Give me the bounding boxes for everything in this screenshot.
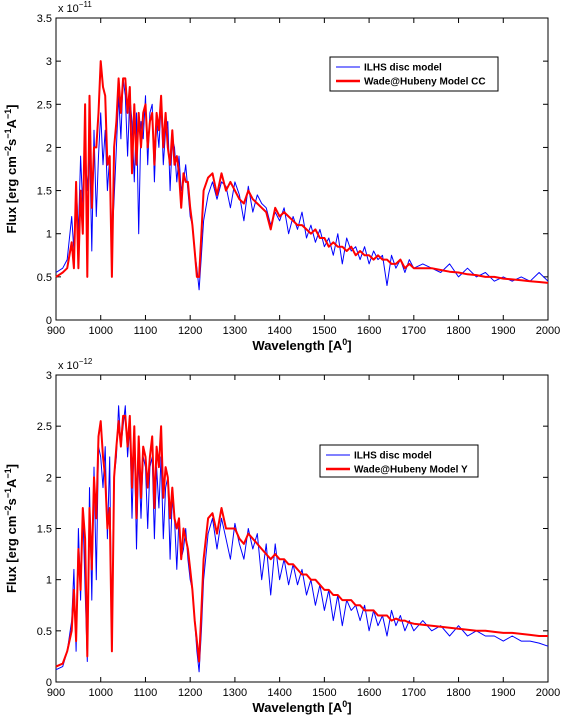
x-tick-label: 1600 bbox=[357, 687, 381, 699]
y-tick-label: 3.5 bbox=[37, 13, 52, 25]
x-tick-label: 1600 bbox=[357, 325, 381, 337]
bottom-spectrum-chart: 900 1000 1100 1200 1300 1400 1500 1600 1700 1800 1… bbox=[3, 357, 560, 715]
y-tick-label: 1 bbox=[46, 229, 52, 241]
x-tick-label: 1900 bbox=[491, 687, 515, 699]
series-line-wade-hubeny-model bbox=[55, 414, 548, 668]
y-tick-label: 0.5 bbox=[37, 626, 52, 638]
y-multiplier-label: x 10−12 bbox=[58, 357, 93, 372]
y-tick-label: 1 bbox=[46, 575, 52, 587]
legend-box bbox=[329, 56, 499, 92]
x-tick-label: 1300 bbox=[223, 325, 247, 337]
x-tick-label: 900 bbox=[47, 687, 65, 699]
top-spectrum-chart: 900 1000 1100 1200 1300 1400 1500 1600 1700 1800 1… bbox=[3, 0, 560, 353]
y-tick-label: 2.5 bbox=[37, 421, 52, 433]
x-tick-label: 1100 bbox=[134, 325, 158, 337]
x-tick-label: 1000 bbox=[88, 687, 112, 699]
x-tick-label: 1000 bbox=[88, 325, 112, 337]
legend-entry: Wade@Hubeny Model CC bbox=[364, 77, 486, 88]
y-tick-label: 3 bbox=[46, 56, 52, 68]
x-tick-label: 1700 bbox=[402, 325, 426, 337]
y-axis-label: Flux [erg cm−2s−1A−1] bbox=[3, 104, 19, 233]
x-tick-label: 1400 bbox=[267, 687, 291, 699]
y-tick-label: 1.5 bbox=[37, 524, 52, 536]
y-tick-label: 2.5 bbox=[37, 99, 52, 111]
y-tick-label: 0.5 bbox=[37, 272, 52, 284]
x-tick-label: 1800 bbox=[446, 325, 470, 337]
y-tick-label: 2 bbox=[46, 472, 52, 484]
legend: ILHS disc model Wade@Hubeny Model Y bbox=[319, 444, 479, 478]
x-tick-label: 1400 bbox=[267, 325, 291, 337]
y-tick-label: 1.5 bbox=[37, 186, 52, 198]
legend-entry: ILHS disc model bbox=[364, 63, 442, 74]
x-tick-label: 1200 bbox=[178, 325, 202, 337]
y-axis-label: Flux [erg cm−2s−1A−1] bbox=[3, 464, 19, 593]
x-tick-label: 2000 bbox=[536, 687, 560, 699]
x-tick-label: 1300 bbox=[223, 687, 247, 699]
x-tick-label: 1700 bbox=[402, 687, 426, 699]
x-tick-label: 1900 bbox=[491, 325, 515, 337]
y-tick-label: 0 bbox=[46, 677, 52, 689]
legend-entry: Wade@Hubeny Model Y bbox=[354, 465, 468, 476]
x-tick-label: 1800 bbox=[446, 687, 470, 699]
plot-area bbox=[55, 374, 549, 683]
x-tick-label: 2000 bbox=[536, 325, 560, 337]
y-tick-label: 3 bbox=[46, 370, 52, 382]
y-multiplier-label: x 10−11 bbox=[58, 0, 92, 15]
legend: ILHS disc model Wade@Hubeny Model CC bbox=[329, 56, 499, 92]
y-tick-label: 0 bbox=[46, 315, 52, 327]
x-axis-label: Wavelength [A0] bbox=[252, 337, 351, 353]
legend-entry: ILHS disc model bbox=[354, 451, 432, 462]
x-axis-label: Wavelength [A0] bbox=[252, 699, 351, 715]
x-tick-label: 1500 bbox=[312, 687, 336, 699]
x-tick-label: 1200 bbox=[178, 687, 202, 699]
series-line-wade-hubeny-model bbox=[55, 60, 549, 284]
x-tick-label: 900 bbox=[47, 325, 65, 337]
y-tick-label: 2 bbox=[46, 142, 52, 154]
legend-box bbox=[319, 444, 479, 478]
x-tick-label: 1100 bbox=[134, 687, 158, 699]
x-tick-label: 1500 bbox=[312, 325, 336, 337]
